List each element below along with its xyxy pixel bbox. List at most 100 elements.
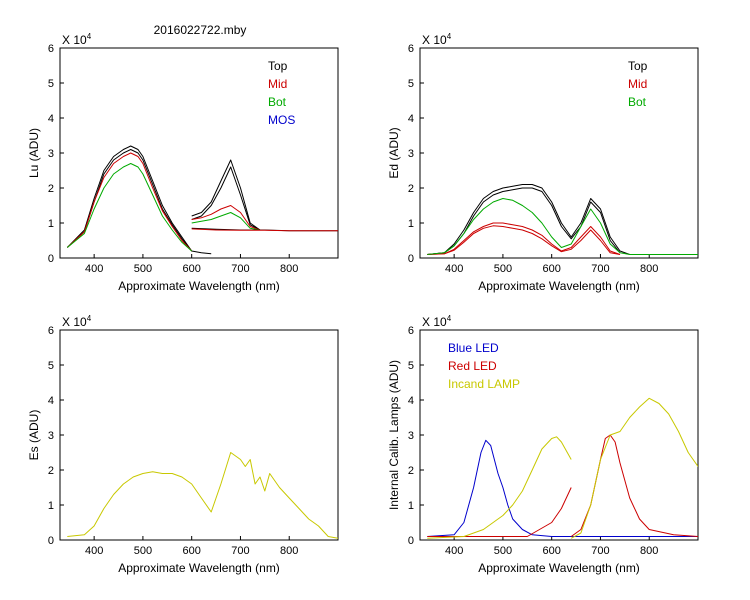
x-tick-label: 400: [445, 545, 463, 557]
y-tick-label: 0: [408, 535, 414, 547]
y-axis-label: Es (ADU): [27, 410, 41, 461]
y-multiplier-base: X 10: [422, 315, 447, 329]
y-tick-label: 0: [48, 253, 54, 265]
series-line-red-led-b: [570, 434, 698, 537]
y-tick-label: 4: [408, 395, 414, 407]
legend-entry: Red LED: [448, 359, 497, 373]
series-line-bot: [427, 198, 698, 255]
y-tick-label: 1: [408, 218, 414, 230]
series-line-red-led: [427, 487, 572, 537]
y-multiplier-exponent: 4: [447, 32, 452, 41]
y-tick-label: 6: [48, 43, 54, 55]
y-tick-label: 2: [48, 465, 54, 477]
y-axis-label: Ed (ADU): [387, 127, 401, 178]
x-tick-label: 600: [183, 545, 201, 557]
legend-entry: Bot: [268, 95, 287, 109]
series-line-top-b: [66, 149, 193, 252]
y-tick-label: 6: [408, 325, 414, 337]
y-tick-label: 6: [408, 43, 414, 55]
legend-entry: Bot: [628, 95, 647, 109]
x-tick-label: 400: [445, 263, 463, 275]
series-line-bot: [66, 163, 193, 252]
y-tick-label: 5: [408, 78, 414, 90]
y-multiplier-exponent: 4: [447, 314, 452, 323]
x-axis-label: Approximate Wavelength (nm): [478, 279, 640, 293]
y-tick-label: 3: [48, 148, 54, 160]
y-tick-label: 4: [48, 395, 54, 407]
y-tick-label: 0: [48, 535, 54, 547]
y-tick-label: 2: [408, 183, 414, 195]
series-line-bot-2: [191, 212, 261, 231]
y-multiplier-base: X 10: [62, 33, 87, 47]
x-axis-label: Approximate Wavelength (nm): [118, 561, 280, 575]
y-tick-label: 2: [408, 465, 414, 477]
x-tick-label: 500: [134, 545, 152, 557]
y-tick-label: 0: [408, 253, 414, 265]
plot-frame: [419, 47, 699, 259]
series-line-incand-lamp: [427, 436, 572, 539]
series-line-top-2: [191, 159, 261, 231]
x-tick-label: 400: [85, 545, 103, 557]
x-tick-label: 700: [591, 545, 609, 557]
series-line-incand-lamp-b: [570, 397, 698, 539]
series-line-top-b: [427, 187, 621, 255]
y-tick-label: 1: [408, 500, 414, 512]
x-tick-label: 600: [543, 263, 561, 275]
legend-entry: Blue LED: [448, 341, 499, 355]
legend-entry: Top: [268, 59, 288, 73]
x-tick-label: 500: [494, 545, 512, 557]
y-multiplier-base: X 10: [422, 33, 447, 47]
x-tick-label: 500: [134, 263, 152, 275]
y-tick-label: 2: [48, 183, 54, 195]
y-tick-label: 6: [48, 325, 54, 337]
y-tick-label: 1: [48, 218, 54, 230]
y-tick-label: 3: [408, 430, 414, 442]
y-multiplier-base: X 10: [62, 315, 87, 329]
y-multiplier-exponent: 4: [87, 314, 92, 323]
x-tick-label: 800: [640, 263, 658, 275]
figure-title: 2016022722.mby: [154, 23, 247, 37]
legend-entry: Incand LAMP: [448, 377, 520, 391]
x-tick-label: 500: [494, 263, 512, 275]
y-multiplier: X 104: [62, 32, 92, 47]
y-multiplier: X 104: [422, 32, 452, 47]
series-line-dark-red: [191, 228, 338, 232]
y-multiplier-exponent: 4: [87, 32, 92, 41]
y-tick-label: 5: [48, 360, 54, 372]
series-line-top: [66, 145, 212, 255]
series-line-mid-b: [427, 225, 621, 255]
x-tick-label: 700: [231, 263, 249, 275]
y-axis-label: Lu (ADU): [27, 128, 41, 178]
y-multiplier: X 104: [62, 314, 92, 329]
y-tick-label: 5: [408, 360, 414, 372]
y-multiplier: X 104: [422, 314, 452, 329]
legend-entry: Mid: [268, 77, 287, 91]
plot-frame: [59, 329, 339, 541]
series-line-es: [67, 452, 338, 539]
plot-frame: [59, 47, 339, 259]
legend-entry: MOS: [268, 113, 295, 127]
series-line-top-2b: [191, 166, 261, 231]
x-tick-label: 600: [183, 263, 201, 275]
y-tick-label: 1: [48, 500, 54, 512]
y-axis-label: Internal Calib. Lamps (ADU): [387, 360, 401, 510]
y-tick-label: 3: [48, 430, 54, 442]
series-line-top: [427, 184, 698, 255]
x-tick-label: 800: [280, 545, 298, 557]
x-axis-label: Approximate Wavelength (nm): [478, 561, 640, 575]
x-tick-label: 400: [85, 263, 103, 275]
x-tick-label: 600: [543, 545, 561, 557]
x-tick-label: 700: [231, 545, 249, 557]
x-axis-label: Approximate Wavelength (nm): [118, 279, 280, 293]
series-line-mid-2: [191, 205, 261, 231]
y-tick-label: 3: [408, 148, 414, 160]
series-line-mid: [66, 152, 193, 252]
series-line-mid: [427, 222, 621, 255]
legend-entry: Mid: [628, 77, 647, 91]
